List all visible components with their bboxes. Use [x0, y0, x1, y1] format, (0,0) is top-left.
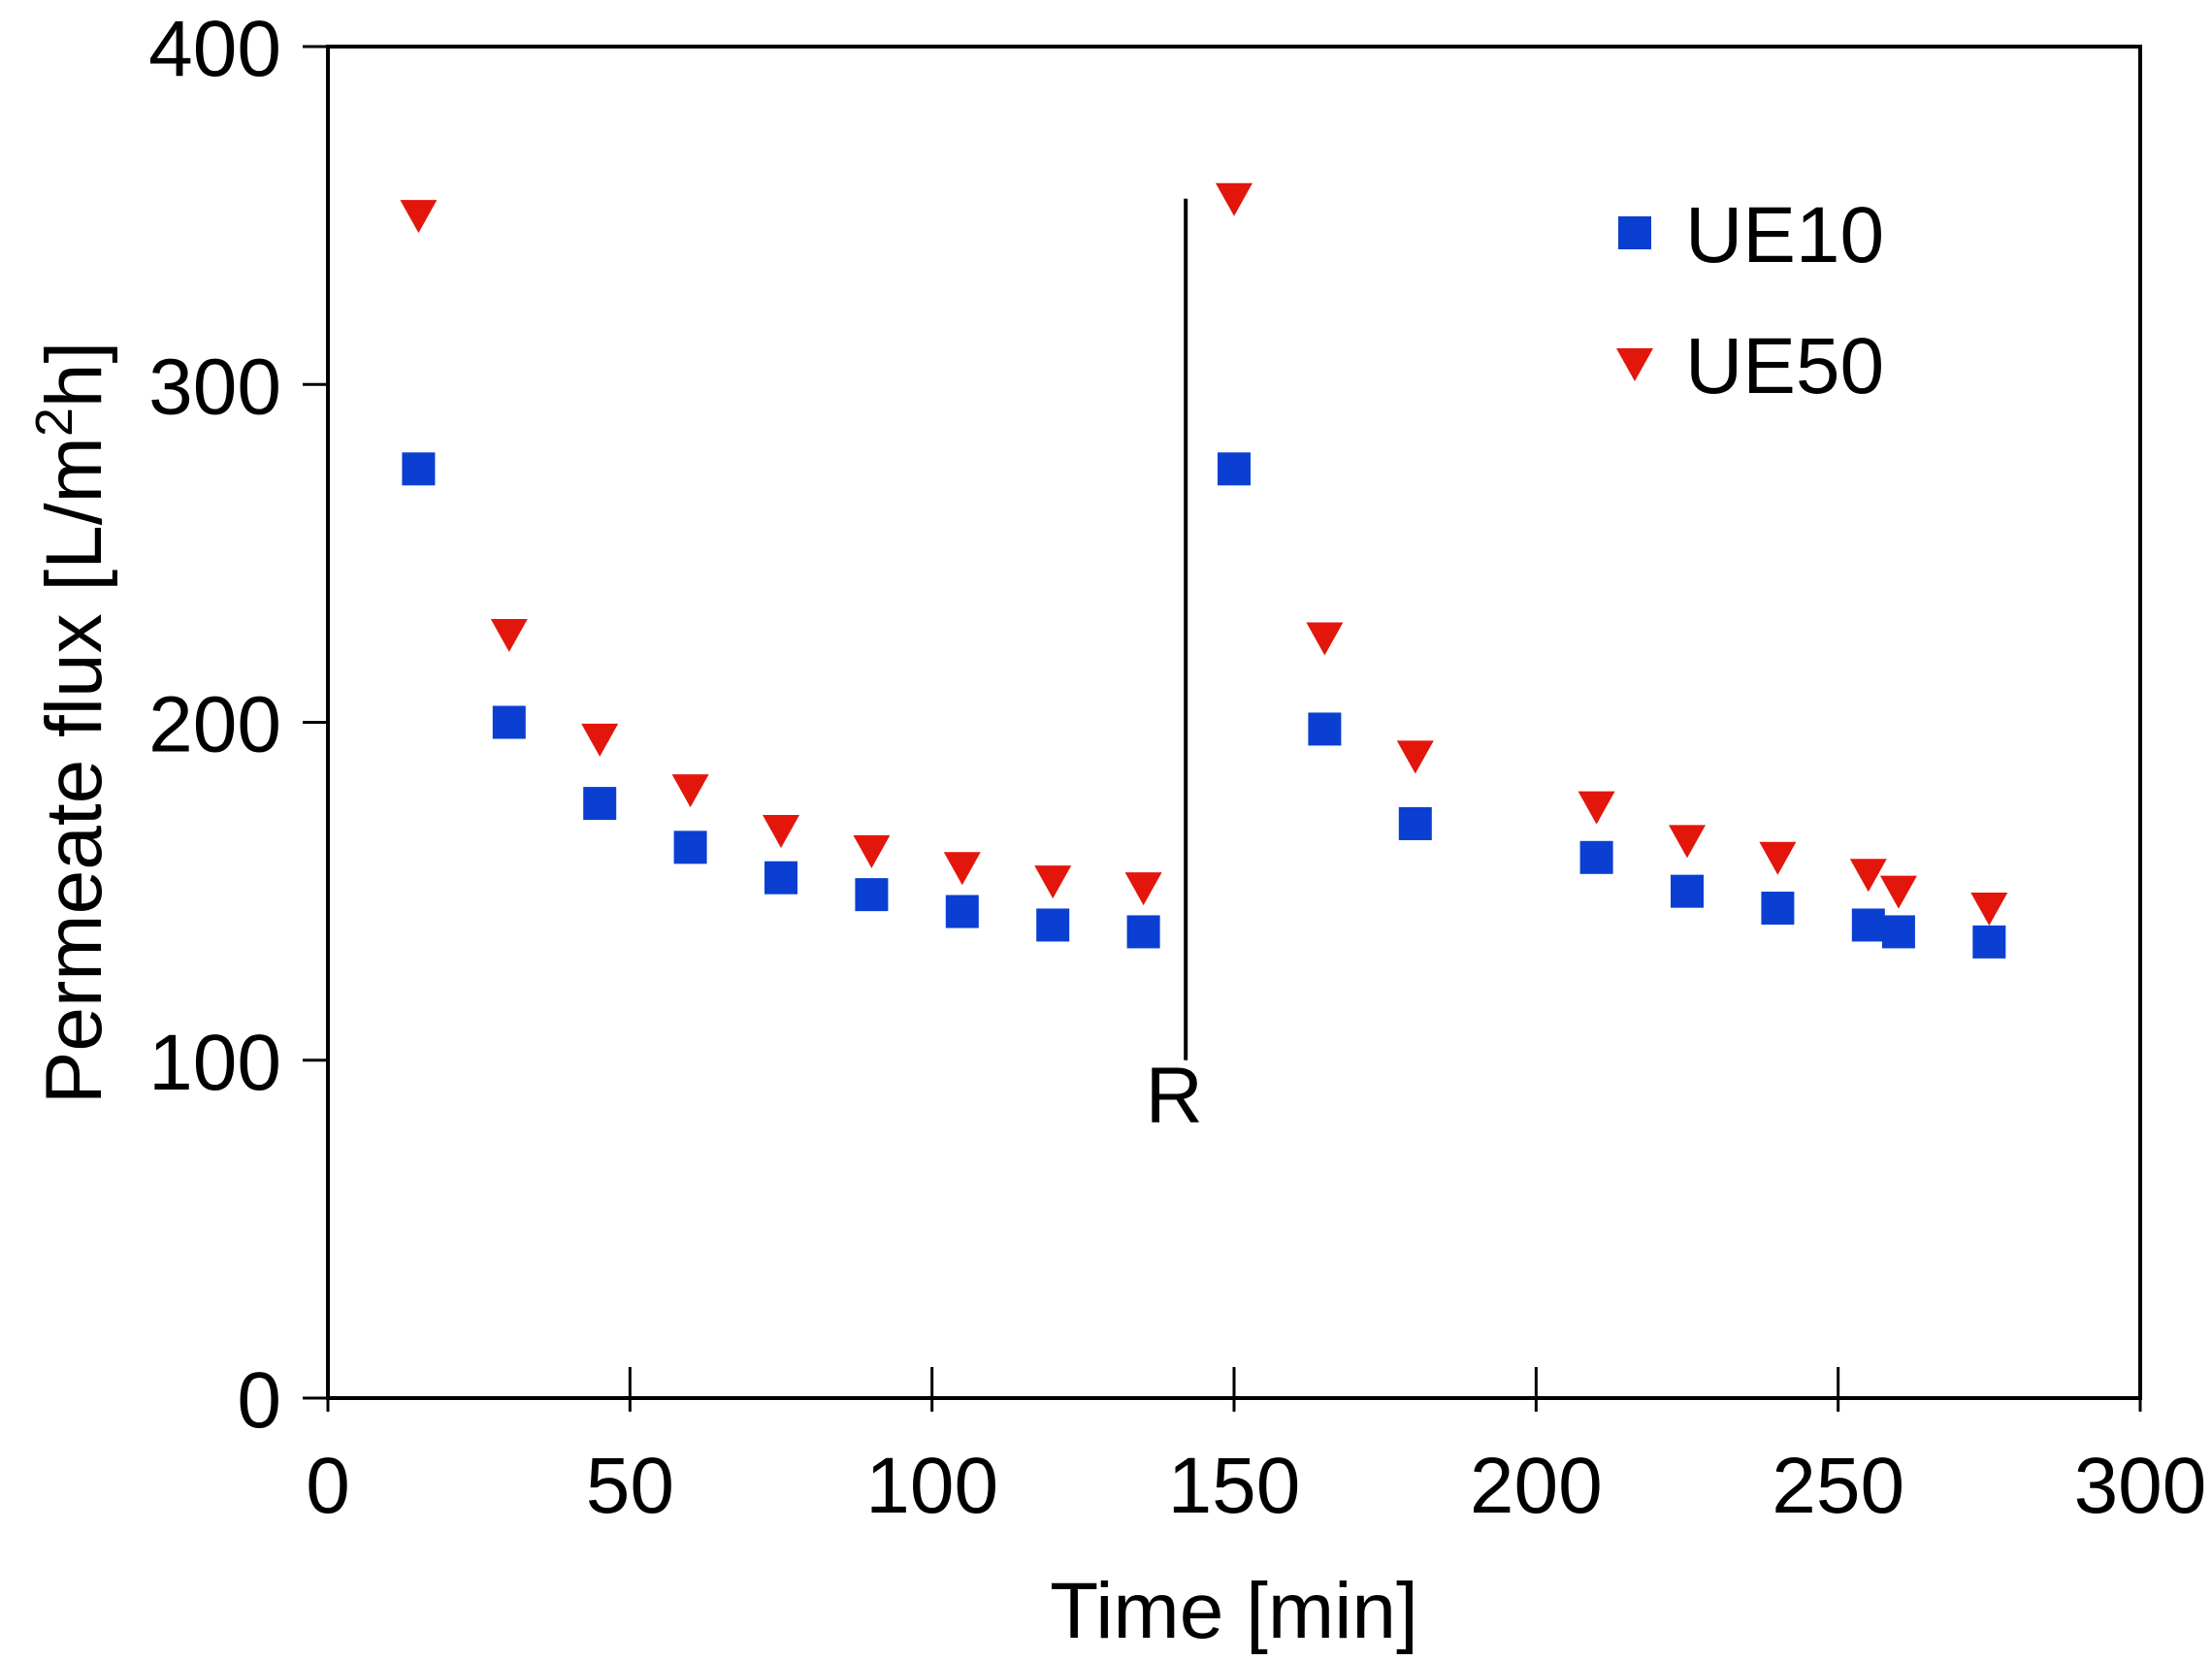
data-point-triangle [1849, 859, 1887, 893]
data-point-triangle [853, 834, 891, 868]
data-point-square [1398, 806, 1432, 840]
y-tick-label: 300 [148, 342, 281, 431]
data-point-square [1308, 712, 1342, 746]
legend: UE10 UE50 [1616, 191, 1884, 410]
data-point-square [1218, 452, 1251, 486]
data-point-triangle [1879, 875, 1917, 909]
x-tick-label: 250 [1772, 1442, 1904, 1530]
data-point-square [583, 787, 617, 821]
data-point-triangle [1216, 182, 1252, 216]
data-point-square [1851, 908, 1885, 942]
annotations: R [1146, 198, 1203, 1140]
data-point-square [945, 895, 979, 928]
data-point-triangle [1124, 872, 1162, 906]
data-point-triangle [1970, 893, 2008, 927]
data-point-square [764, 861, 797, 895]
y-axis-title-main: Permeate flux [L/m [30, 437, 118, 1104]
data-point-square [1126, 915, 1160, 949]
data-point-square [492, 705, 526, 739]
data-point-triangle [400, 200, 438, 234]
legend-item-ue50: UE50 [1616, 322, 1884, 410]
data-point-triangle [490, 618, 528, 652]
y-tick-label: 200 [148, 681, 281, 769]
x-tick-label: 0 [306, 1442, 350, 1530]
legend-item-ue10: UE10 [1618, 191, 1884, 279]
x-tick-label: 50 [586, 1442, 674, 1530]
series-ue10 [402, 452, 2006, 959]
data-point-triangle [581, 723, 619, 757]
y-tick-label: 400 [148, 5, 281, 93]
data-point-triangle [1578, 791, 1615, 825]
legend-marker-square [1618, 216, 1651, 249]
y-axis-title-superscript: 2 [25, 407, 83, 437]
data-point-triangle [763, 814, 799, 848]
y-tick-label: 100 [148, 1019, 281, 1107]
x-tick-label: 150 [1168, 1442, 1301, 1530]
data-point-triangle [943, 852, 981, 886]
data-point-square [673, 830, 707, 864]
data-point-square [1881, 915, 1915, 949]
y-axis-title: Permeate flux [L/m2h] [25, 342, 118, 1105]
x-axis-title: Time [min] [1050, 1567, 1418, 1655]
series-ue50 [400, 182, 2008, 927]
legend-label: UE50 [1685, 322, 1884, 410]
y-axis-title-tail: h] [30, 342, 118, 407]
data-point-square [1972, 925, 2006, 959]
data-point-square [1761, 892, 1795, 926]
data-point-square [1671, 874, 1704, 908]
y-tick-label: 0 [237, 1356, 281, 1445]
x-axis-ticks: 0 50 100 150 200 250 300 [306, 1367, 2206, 1530]
legend-label: UE10 [1685, 191, 1884, 279]
data-point-square [402, 452, 436, 486]
data-point-triangle [1034, 865, 1072, 899]
data-series [400, 182, 2008, 959]
data-point-triangle [1669, 825, 1706, 859]
data-point-square [1579, 840, 1613, 874]
x-tick-label: 200 [1470, 1442, 1603, 1530]
data-point-triangle [1759, 841, 1797, 875]
data-point-triangle [1306, 622, 1344, 656]
x-tick-label: 300 [2074, 1442, 2207, 1530]
x-tick-label: 100 [865, 1442, 998, 1530]
data-point-square [1036, 908, 1070, 942]
reference-line-label: R [1146, 1052, 1203, 1140]
data-point-triangle [671, 774, 709, 808]
legend-marker-triangle [1616, 348, 1653, 381]
data-point-square [855, 878, 889, 912]
y-axis-ticks: 0 100 200 300 400 [148, 5, 328, 1445]
data-point-triangle [1396, 740, 1434, 774]
